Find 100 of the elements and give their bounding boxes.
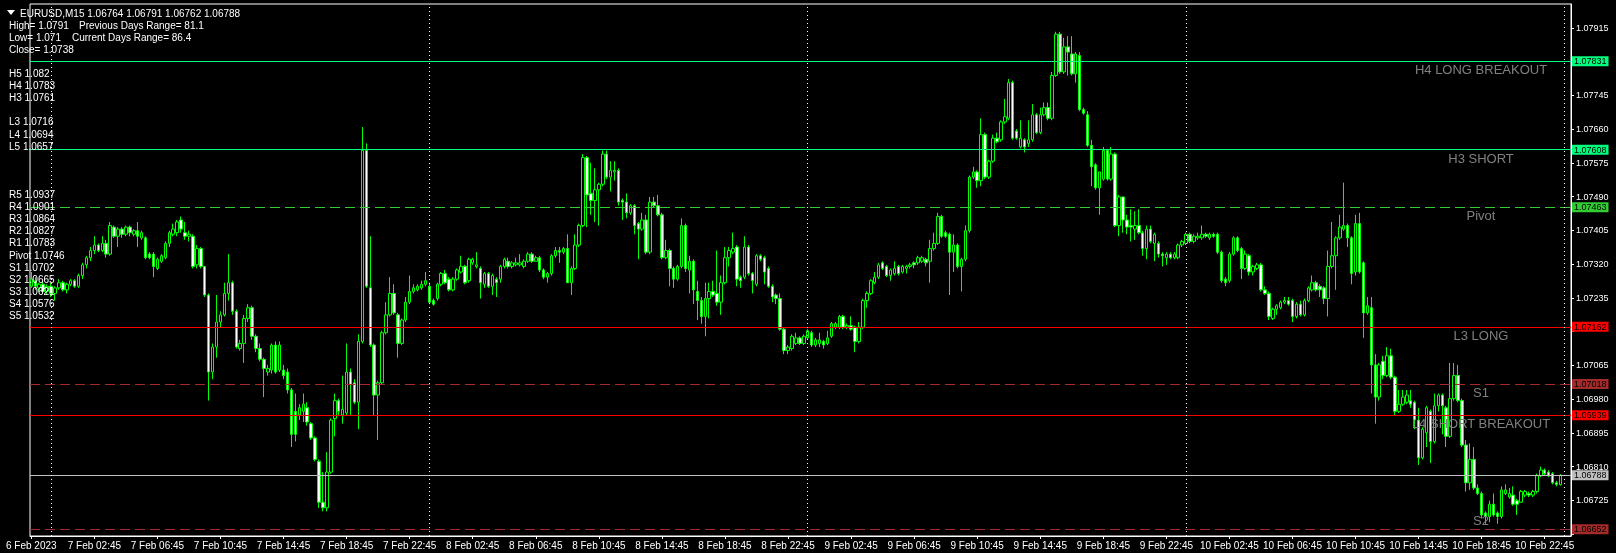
text: 1.07018: [1574, 378, 1607, 389]
annotation: S4 1.0576: [9, 297, 56, 309]
candlestick: [1385, 346, 1389, 378]
candlestick: [1066, 35, 1070, 76]
ref-line-label: S2: [1473, 513, 1489, 529]
y-tick-label: 1.07235: [1576, 292, 1609, 303]
x-tick-label: 7 Feb 06:45: [130, 539, 185, 551]
candlestick: [510, 260, 514, 269]
candlestick: [514, 257, 518, 267]
y-tick-label: 1.07320: [1576, 259, 1609, 270]
candlestick: [1184, 232, 1188, 246]
candlestick: [1145, 225, 1148, 260]
candlestick: [65, 282, 69, 294]
candlestick: [1019, 119, 1022, 150]
candlestick: [467, 257, 471, 284]
annotation: Current Days Range= 86.4: [72, 31, 192, 43]
x-tick-label: 7 Feb 18:45: [319, 539, 374, 551]
x-tick-label: 10 Feb 10:45: [1326, 539, 1386, 551]
candlestick: [475, 251, 478, 269]
candlestick: [897, 264, 900, 277]
x-tick-label: 7 Feb 14:45: [256, 539, 311, 551]
candlestick: [692, 258, 695, 305]
x-tick-label: 10 Feb 14:45: [1389, 539, 1449, 551]
annotation: R5 1.0937: [9, 189, 56, 200]
candlestick: [593, 167, 597, 223]
x-tick-label: 10 Feb 06:45: [1263, 539, 1323, 551]
annotation: Pivot 1.0746: [9, 249, 66, 261]
candlestick: [826, 330, 829, 346]
candlestick: [704, 282, 707, 337]
candlestick: [877, 262, 880, 280]
ref-line-label: S1: [1473, 384, 1489, 400]
text: 1.06652: [1574, 524, 1607, 535]
annotation: L4 1.0694: [9, 128, 54, 140]
candlestick: [696, 280, 699, 321]
y-tick-label: 1.06810: [1576, 461, 1609, 472]
y-tick-label: 1.07915: [1576, 22, 1609, 33]
y-tick-label: 1.06980: [1576, 394, 1609, 405]
candlestick: [270, 342, 273, 375]
candlestick: [61, 280, 65, 292]
x-tick-label: 10 Feb 02:45: [1199, 539, 1260, 551]
candlestick: [506, 257, 510, 269]
candlestick: [1208, 232, 1211, 241]
candlestick: [136, 221, 139, 248]
y-tick-label: 1.06895: [1576, 427, 1609, 438]
candlestick: [979, 117, 983, 187]
candlestick: [1247, 253, 1251, 277]
y-tick-label: 1.07660: [1576, 124, 1609, 135]
candlestick: [1543, 468, 1546, 477]
candlestick: [518, 253, 522, 267]
candlestick: [526, 251, 530, 264]
x-tick-label: 9 Feb 06:45: [887, 539, 942, 551]
candlestick: [1106, 148, 1109, 182]
candlestick: [912, 260, 916, 269]
annotation: Low= 1.071: [9, 31, 62, 43]
x-tick-label: 10 Feb 18:45: [1452, 539, 1512, 551]
candlestick: [841, 314, 845, 330]
candlestick: [274, 340, 277, 375]
candlestick: [790, 333, 794, 352]
candlestick: [302, 392, 305, 423]
candlestick: [948, 232, 951, 296]
annotation: H3 1.0761: [9, 92, 56, 104]
candlestick: [1011, 80, 1014, 141]
candlestick: [1200, 225, 1204, 241]
candlestick: [1259, 262, 1263, 292]
annotation: Previous Days Range= 81.1: [79, 19, 205, 31]
ref-line-label: H4 LONG BREAKOUT: [1414, 62, 1548, 78]
x-tick-label: 8 Feb 14:45: [635, 539, 690, 551]
candlestick: [1129, 208, 1133, 242]
y-tick-label: 1.07405: [1576, 225, 1609, 236]
ref-line-label: H3 SHORT: [1448, 150, 1514, 166]
candlestick: [893, 260, 896, 277]
candlestick: [191, 233, 195, 269]
x-tick-label: 8 Feb 06:45: [509, 539, 563, 551]
annotation: R3 1.0864: [9, 213, 56, 225]
x-tick-label: 9 Feb 22:45: [1139, 539, 1194, 551]
candlestick: [1078, 51, 1081, 112]
candlestick: [1165, 251, 1168, 266]
candlestick: [479, 265, 482, 300]
x-tick-label: 8 Feb 18:45: [698, 539, 753, 551]
candlestick: [530, 251, 534, 264]
x-tick-label: 9 Feb 14:45: [1013, 539, 1068, 551]
candlestick: [1192, 233, 1196, 244]
candlestick: [810, 330, 813, 348]
candlestick: [416, 283, 419, 292]
x-tick-label: 9 Feb 18:45: [1076, 539, 1131, 551]
candlestick: [1176, 242, 1180, 260]
annotation: H5 1.082: [9, 68, 51, 79]
y-tick-label: 1.07065: [1576, 360, 1609, 371]
annotation: S1 1.0702: [9, 261, 56, 273]
text: 1.06939: [1574, 410, 1607, 421]
text: 1.07463: [1574, 202, 1607, 213]
annotation: S5 1.0532: [9, 310, 56, 321]
text: 1.07162: [1574, 321, 1607, 332]
annotation: R1 1.0783: [9, 237, 56, 249]
candlestick: [124, 225, 128, 237]
candlestick: [1058, 31, 1062, 75]
x-tick-label: 8 Feb 22:45: [761, 539, 816, 551]
candlestick: [108, 221, 112, 257]
annotation: High= 1.0791: [9, 19, 70, 31]
x-tick-label: 10 Feb 22:45: [1515, 539, 1575, 551]
